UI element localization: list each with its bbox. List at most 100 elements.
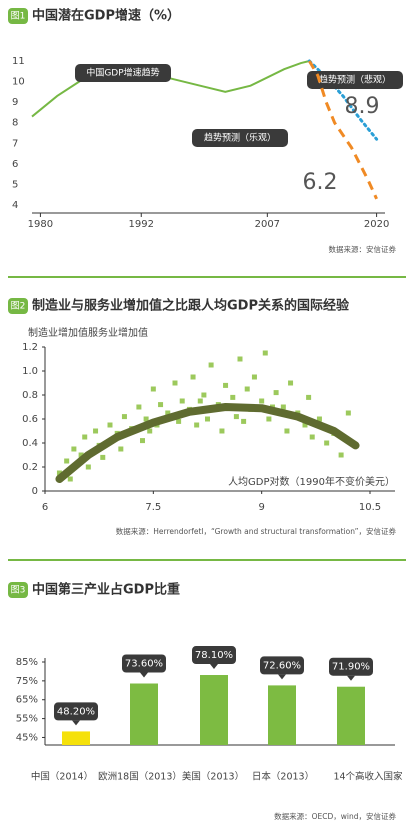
scatter-point xyxy=(266,416,272,422)
scatter-point xyxy=(67,476,73,482)
x-tick-label: 9 xyxy=(258,502,264,513)
scatter-point xyxy=(56,470,62,476)
scatter-point xyxy=(143,416,149,422)
scatter-point xyxy=(150,386,156,392)
value-label: 73.60% xyxy=(125,659,163,670)
series-line xyxy=(308,60,378,200)
value-label-pointer xyxy=(347,675,355,681)
scatter-point xyxy=(251,374,257,380)
badge xyxy=(8,8,28,24)
scatter-point xyxy=(85,464,91,470)
source: 数据来源：安信证券 xyxy=(329,244,397,254)
scatter-point xyxy=(100,454,106,460)
x-tick-label: 7.5 xyxy=(145,502,161,513)
bar xyxy=(62,731,90,745)
y-tick-label: 5 xyxy=(12,179,18,190)
value-label: 48.20% xyxy=(57,706,95,717)
scatter-point xyxy=(136,404,142,410)
scatter-point xyxy=(233,414,239,420)
x-tick-label: 6 xyxy=(42,502,48,513)
x-tick-label: 日本（2013） xyxy=(252,771,314,783)
y-tick-label: 0.8 xyxy=(22,390,38,401)
bar xyxy=(130,683,158,745)
value-label-pointer xyxy=(278,674,286,680)
source: 数据来源：OECD，wind，安信证券 xyxy=(274,811,396,821)
x-tick-label: 14个高收入国家 xyxy=(333,771,403,783)
scatter-point xyxy=(93,428,99,434)
y-tick-label: 9 xyxy=(12,97,18,108)
x-tick-label: 1980 xyxy=(28,219,53,230)
scatter-point xyxy=(237,356,243,362)
scatter-point xyxy=(71,446,77,452)
y-tick-label: 0.2 xyxy=(22,462,38,473)
scatter-point xyxy=(244,386,250,392)
trend-line xyxy=(55,403,360,483)
scatter-point xyxy=(176,418,182,424)
scatter-point xyxy=(306,394,312,400)
scatter-point xyxy=(288,380,294,386)
y-tick-label: 55% xyxy=(16,714,38,725)
annotation: 8.9 xyxy=(345,94,380,119)
scatter-point xyxy=(190,374,196,380)
badge-label: 图3 xyxy=(11,585,26,596)
scatter-point xyxy=(78,452,84,458)
y-tick-label: 1.0 xyxy=(22,366,38,377)
chart-title: 制造业与服务业增加值之比跟人均GDP关系的国际经验 xyxy=(32,298,350,314)
x-tick-label: 10.5 xyxy=(359,502,381,513)
y-tick-label: 4 xyxy=(12,200,18,211)
y-tick-label: 65% xyxy=(16,695,38,706)
scatter-point xyxy=(82,434,88,440)
scatter-point xyxy=(205,416,210,422)
y-tick-label: 10 xyxy=(12,77,25,88)
scatter-point xyxy=(259,398,265,404)
scatter-point xyxy=(302,422,308,428)
value-label-box xyxy=(260,656,304,675)
x-tick-label: 中国（2014） xyxy=(31,771,93,783)
y-tick-label: 45% xyxy=(16,732,38,743)
scatter-point xyxy=(345,410,351,416)
scatter-point xyxy=(284,428,290,434)
scatter-point xyxy=(223,382,229,388)
x-tick-label: 欧洲18国（2013） xyxy=(98,771,182,783)
scatter-point xyxy=(172,380,178,386)
x-tick-label: 2020 xyxy=(364,219,389,230)
chart-title: 中国潜在GDP增速（%） xyxy=(32,8,180,24)
scatter-point xyxy=(280,404,286,410)
scatter-point xyxy=(147,428,153,434)
value-label: 71.90% xyxy=(332,662,370,673)
scatter-point xyxy=(165,410,171,416)
bar xyxy=(268,685,296,745)
source: 数据来源：Herrendorfetl，“Growth and structura… xyxy=(116,526,397,536)
scatter-point xyxy=(194,422,200,428)
scatter-point xyxy=(219,428,225,434)
badge-label: 图2 xyxy=(11,301,26,312)
badge-label: 图1 xyxy=(11,11,26,22)
series-line xyxy=(307,59,379,141)
bar xyxy=(337,686,365,745)
scatter-point xyxy=(316,416,322,422)
chart-title: 中国第三产业占GDP比重 xyxy=(32,582,180,598)
scatter-point xyxy=(241,418,247,424)
y-tick-label: 85% xyxy=(16,657,38,668)
value-label-pointer xyxy=(72,720,80,726)
callout-box xyxy=(307,71,403,89)
scatter-point xyxy=(273,390,279,396)
value-label: 78.10% xyxy=(195,650,233,661)
value-label: 72.60% xyxy=(263,660,301,671)
series-label: 中国GDP增速趋势 xyxy=(86,67,159,79)
scatter-point xyxy=(140,438,145,444)
annotation: 6.2 xyxy=(303,170,338,195)
x-tick-label: 2007 xyxy=(255,219,280,230)
series-line xyxy=(31,60,310,118)
scatter-point xyxy=(179,398,185,404)
y-axis-label: 制造业增加值服务业增加值 xyxy=(28,326,148,339)
y-tick-label: 7 xyxy=(12,138,18,149)
scatter-point xyxy=(121,414,127,420)
value-label-box xyxy=(329,657,373,676)
scatter-point xyxy=(64,458,70,464)
callout-box xyxy=(75,64,171,82)
scatter-point xyxy=(338,452,344,458)
value-label-box xyxy=(122,654,166,673)
scatter-point xyxy=(107,422,113,428)
